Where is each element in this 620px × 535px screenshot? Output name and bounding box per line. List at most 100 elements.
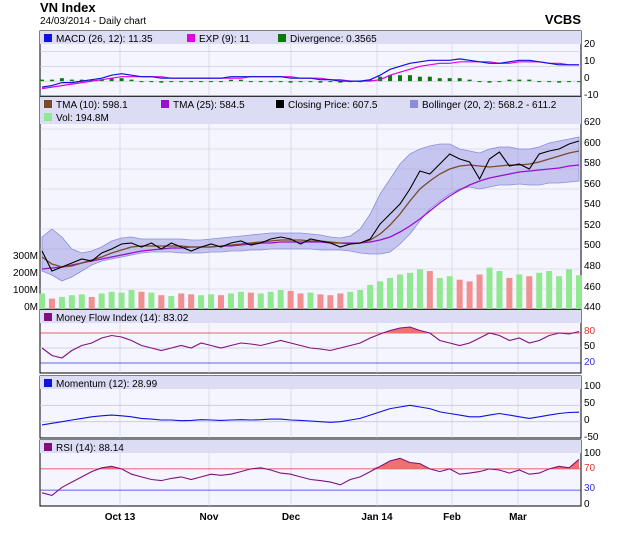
y-tick-label: 560 bbox=[584, 179, 601, 190]
volume-bar bbox=[39, 293, 45, 309]
macd-legend: MACD (26, 12): 11.35 EXP (9): 11 Diverge… bbox=[40, 31, 581, 45]
volume-bar bbox=[546, 271, 553, 309]
rsi-line bbox=[41, 457, 580, 497]
volume-bar bbox=[297, 293, 304, 309]
volume-bar bbox=[48, 298, 55, 309]
momentum-line bbox=[41, 404, 580, 426]
divergence-bar bbox=[517, 79, 522, 82]
volume-bar bbox=[436, 277, 443, 309]
y-tick-label: 620 bbox=[584, 117, 601, 128]
overbought-area bbox=[390, 458, 400, 469]
divergence-bar bbox=[308, 81, 313, 83]
divergence-bar bbox=[179, 81, 184, 83]
mfi-y-axis: 80 50 20 bbox=[584, 326, 596, 368]
volume-bar bbox=[406, 272, 413, 309]
volume-bar bbox=[456, 279, 463, 309]
divergence-bar bbox=[487, 81, 492, 83]
rsi-legend: RSI (14): 88.14 bbox=[40, 440, 581, 454]
volume-bar bbox=[347, 291, 354, 309]
tma25-swatch bbox=[161, 100, 169, 108]
divergence-bar bbox=[49, 79, 54, 82]
tma10-swatch bbox=[44, 100, 52, 108]
divergence-bar bbox=[238, 79, 243, 82]
y-tick-label: 30 bbox=[584, 483, 596, 494]
y-tick-label: 460 bbox=[584, 282, 601, 293]
close-legend-label: Closing Price: 607.5 bbox=[288, 100, 378, 111]
volume-bar bbox=[198, 295, 205, 309]
overbought-area bbox=[409, 327, 420, 333]
divergence-bar bbox=[378, 76, 383, 82]
vol-swatch bbox=[44, 113, 52, 121]
volume-bar bbox=[506, 277, 513, 309]
volume-bar bbox=[367, 284, 374, 309]
overbought-area bbox=[380, 460, 391, 469]
tma10-legend-label: TMA (10): 598.1 bbox=[56, 100, 128, 111]
divergence-bar bbox=[427, 76, 432, 82]
volume-bar bbox=[257, 293, 264, 309]
volume-bar bbox=[218, 295, 224, 309]
volume-bar bbox=[88, 296, 95, 309]
volume-bar bbox=[446, 276, 453, 309]
divergence-bar bbox=[437, 78, 442, 82]
divergence-bar bbox=[457, 78, 462, 82]
rsi-swatch bbox=[44, 443, 52, 451]
chart-subtitle: 24/03/2014 - Daily chart bbox=[40, 16, 146, 27]
divergence-bar bbox=[507, 79, 512, 82]
y-tick-label: 500 bbox=[584, 240, 601, 251]
y-tick-label: 100 bbox=[584, 448, 601, 459]
price-legend: TMA (10): 598.1 TMA (25): 584.5 Closing … bbox=[40, 97, 581, 124]
volume-bar bbox=[486, 267, 493, 309]
divergence-bar bbox=[557, 81, 562, 83]
y-tick-label: 440 bbox=[584, 302, 601, 313]
divergence-bar bbox=[69, 79, 74, 82]
divergence-bar bbox=[139, 81, 144, 83]
volume-bar bbox=[78, 294, 85, 309]
divergence-bar bbox=[477, 81, 482, 83]
volume-bar bbox=[576, 275, 582, 309]
volume-bar bbox=[317, 294, 324, 309]
y-tick-label: 480 bbox=[584, 261, 601, 272]
y-tick-label: -50 bbox=[584, 432, 599, 443]
volume-bar bbox=[566, 269, 573, 309]
divergence-bar bbox=[159, 81, 164, 83]
volume-bar bbox=[68, 295, 75, 309]
volume-bar bbox=[556, 276, 563, 309]
tma10-line bbox=[41, 150, 580, 268]
overbought-area bbox=[390, 328, 400, 333]
volume-bar bbox=[178, 293, 185, 309]
volume-bar bbox=[247, 292, 254, 309]
divergence-bar bbox=[318, 81, 323, 83]
divergence-bar bbox=[40, 79, 44, 82]
divergence-bar bbox=[149, 81, 154, 83]
overbought-area bbox=[409, 462, 420, 469]
volume-bar bbox=[208, 294, 215, 309]
volume-bar bbox=[267, 291, 274, 309]
volume-bar bbox=[158, 295, 165, 309]
y-tick-label: 10 bbox=[584, 56, 596, 67]
divergence-bar bbox=[129, 79, 134, 82]
volume-bar bbox=[426, 271, 433, 309]
volume-bar bbox=[337, 293, 344, 309]
brand-label: VCBS bbox=[545, 12, 581, 27]
y-tick-label: 0 bbox=[584, 73, 590, 84]
volume-bar bbox=[287, 290, 294, 309]
overbought-area bbox=[400, 458, 410, 469]
divergence-bar bbox=[89, 79, 94, 82]
volume-bar bbox=[307, 292, 314, 309]
divergence-swatch bbox=[278, 34, 286, 42]
x-tick-label: Dec bbox=[282, 512, 301, 523]
y-tick-label: 20 bbox=[584, 357, 596, 368]
x-tick-label: Nov bbox=[200, 512, 219, 523]
mfi-legend: Money Flow Index (14): 83.02 bbox=[40, 310, 581, 324]
y-tick-label: 50 bbox=[584, 341, 596, 352]
exp-legend-label: EXP (9): 11 bbox=[199, 34, 250, 45]
divergence-bar bbox=[258, 81, 263, 83]
price-y-axis: 620 600 580 560 540 520 500 480 460 440 bbox=[584, 117, 601, 313]
chart-title: VN Index bbox=[40, 0, 96, 15]
volume-bar bbox=[357, 290, 364, 309]
y-tick-label: 100 bbox=[584, 381, 601, 392]
volume-bar bbox=[108, 291, 115, 309]
divergence-bar bbox=[497, 81, 502, 83]
volume-bar bbox=[98, 293, 105, 309]
divergence-bar bbox=[398, 75, 402, 82]
